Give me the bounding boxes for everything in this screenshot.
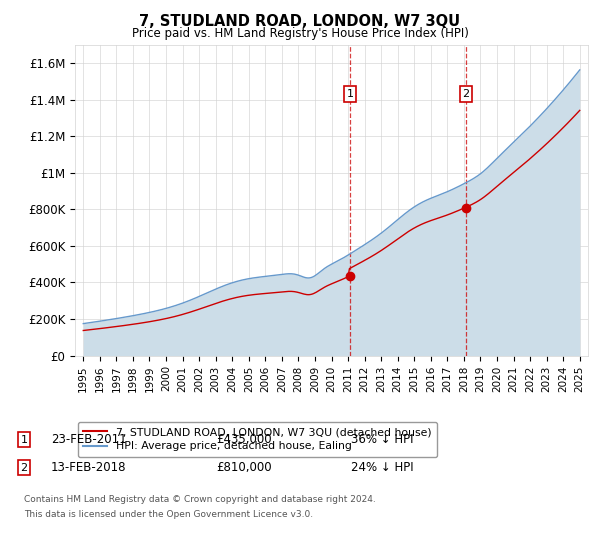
Text: 1: 1 — [20, 435, 28, 445]
Text: 1: 1 — [347, 89, 353, 99]
Text: 2: 2 — [20, 463, 28, 473]
Legend: 7, STUDLAND ROAD, LONDON, W7 3QU (detached house), HPI: Average price, detached : 7, STUDLAND ROAD, LONDON, W7 3QU (detach… — [78, 422, 437, 457]
Text: 2: 2 — [463, 89, 469, 99]
Text: £435,000: £435,000 — [216, 433, 272, 446]
Text: Price paid vs. HM Land Registry's House Price Index (HPI): Price paid vs. HM Land Registry's House … — [131, 27, 469, 40]
Text: 13-FEB-2018: 13-FEB-2018 — [51, 461, 127, 474]
Text: 24% ↓ HPI: 24% ↓ HPI — [351, 461, 413, 474]
Text: 7, STUDLAND ROAD, LONDON, W7 3QU: 7, STUDLAND ROAD, LONDON, W7 3QU — [139, 14, 461, 29]
Text: £810,000: £810,000 — [216, 461, 272, 474]
Text: 36% ↓ HPI: 36% ↓ HPI — [351, 433, 413, 446]
Text: This data is licensed under the Open Government Licence v3.0.: This data is licensed under the Open Gov… — [24, 510, 313, 519]
Text: Contains HM Land Registry data © Crown copyright and database right 2024.: Contains HM Land Registry data © Crown c… — [24, 495, 376, 504]
Text: 23-FEB-2011: 23-FEB-2011 — [51, 433, 127, 446]
